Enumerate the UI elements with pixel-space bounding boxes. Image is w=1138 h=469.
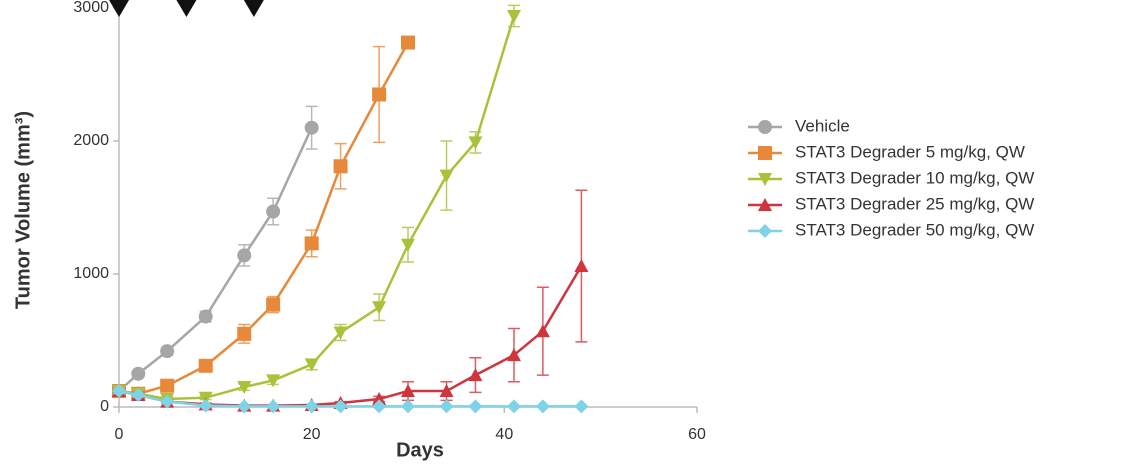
data-point	[535, 324, 550, 338]
data-point	[372, 301, 387, 315]
x-tick-label: 20	[303, 426, 321, 443]
y-tick-label: 0	[100, 398, 109, 415]
y-axis-label: Tumor Volume (mm³)	[12, 111, 34, 309]
data-point	[160, 378, 175, 393]
data-point	[401, 35, 415, 50]
data-point	[237, 381, 252, 395]
data-point	[266, 374, 281, 388]
series-line	[118, 127, 313, 392]
data-point	[401, 399, 415, 414]
dose-marker	[176, 0, 197, 17]
y-tick-label: 1000	[73, 265, 109, 282]
data-point	[401, 238, 415, 252]
x-tick-label: 60	[688, 426, 706, 443]
dose-marker	[109, 0, 129, 17]
data-point	[439, 384, 454, 398]
data-point	[333, 326, 348, 340]
data-point	[266, 297, 281, 312]
series-line	[118, 265, 583, 407]
data-point	[131, 388, 146, 403]
data-point	[468, 368, 483, 382]
data-point	[237, 248, 252, 263]
data-point	[333, 399, 348, 414]
data-point	[535, 399, 550, 414]
data-point	[333, 159, 348, 174]
data-point	[372, 87, 387, 102]
legend-marker	[758, 198, 772, 211]
x-tick-label: 40	[495, 426, 513, 443]
data-point	[304, 399, 319, 414]
legend-label: STAT3 Degrader 50 mg/kg, QW	[795, 220, 1034, 239]
legend-label: Vehicle	[795, 116, 850, 135]
legend-label: STAT3 Degrader 10 mg/kg, QW	[795, 168, 1034, 187]
data-point	[439, 399, 454, 414]
legend-label: STAT3 Degrader 5 mg/kg, QW	[795, 142, 1025, 161]
data-point	[160, 344, 175, 359]
data-point	[237, 326, 252, 341]
data-point	[304, 358, 319, 372]
data-point	[574, 259, 589, 273]
x-axis-label: Days	[396, 439, 444, 461]
data-point	[160, 394, 175, 409]
data-point	[401, 384, 415, 398]
data-point	[506, 348, 521, 362]
data-point	[372, 392, 387, 406]
data-point	[468, 136, 483, 150]
y-tick-label: 2000	[73, 132, 109, 149]
data-point	[372, 399, 387, 414]
legend-label: STAT3 Degrader 25 mg/kg, QW	[795, 194, 1034, 213]
data-point	[304, 236, 319, 251]
data-point	[266, 204, 281, 219]
data-point	[112, 384, 126, 399]
x-tick-label: 0	[115, 426, 124, 443]
y-tick-label: 3000	[73, 0, 109, 16]
data-point	[198, 398, 213, 413]
data-point	[439, 169, 454, 183]
data-point	[468, 399, 483, 414]
data-point	[506, 9, 521, 23]
legend-marker	[758, 224, 772, 238]
legend-marker	[758, 120, 772, 134]
dose-marker	[243, 0, 264, 17]
series-line	[118, 41, 410, 395]
data-point	[198, 358, 213, 373]
data-point	[574, 399, 589, 414]
data-point	[266, 399, 281, 414]
legend-marker	[758, 173, 772, 186]
legend-marker	[758, 146, 772, 160]
data-point	[198, 309, 213, 324]
data-point	[237, 399, 252, 414]
data-point	[131, 366, 146, 381]
data-point	[506, 399, 521, 414]
data-point	[304, 120, 319, 135]
